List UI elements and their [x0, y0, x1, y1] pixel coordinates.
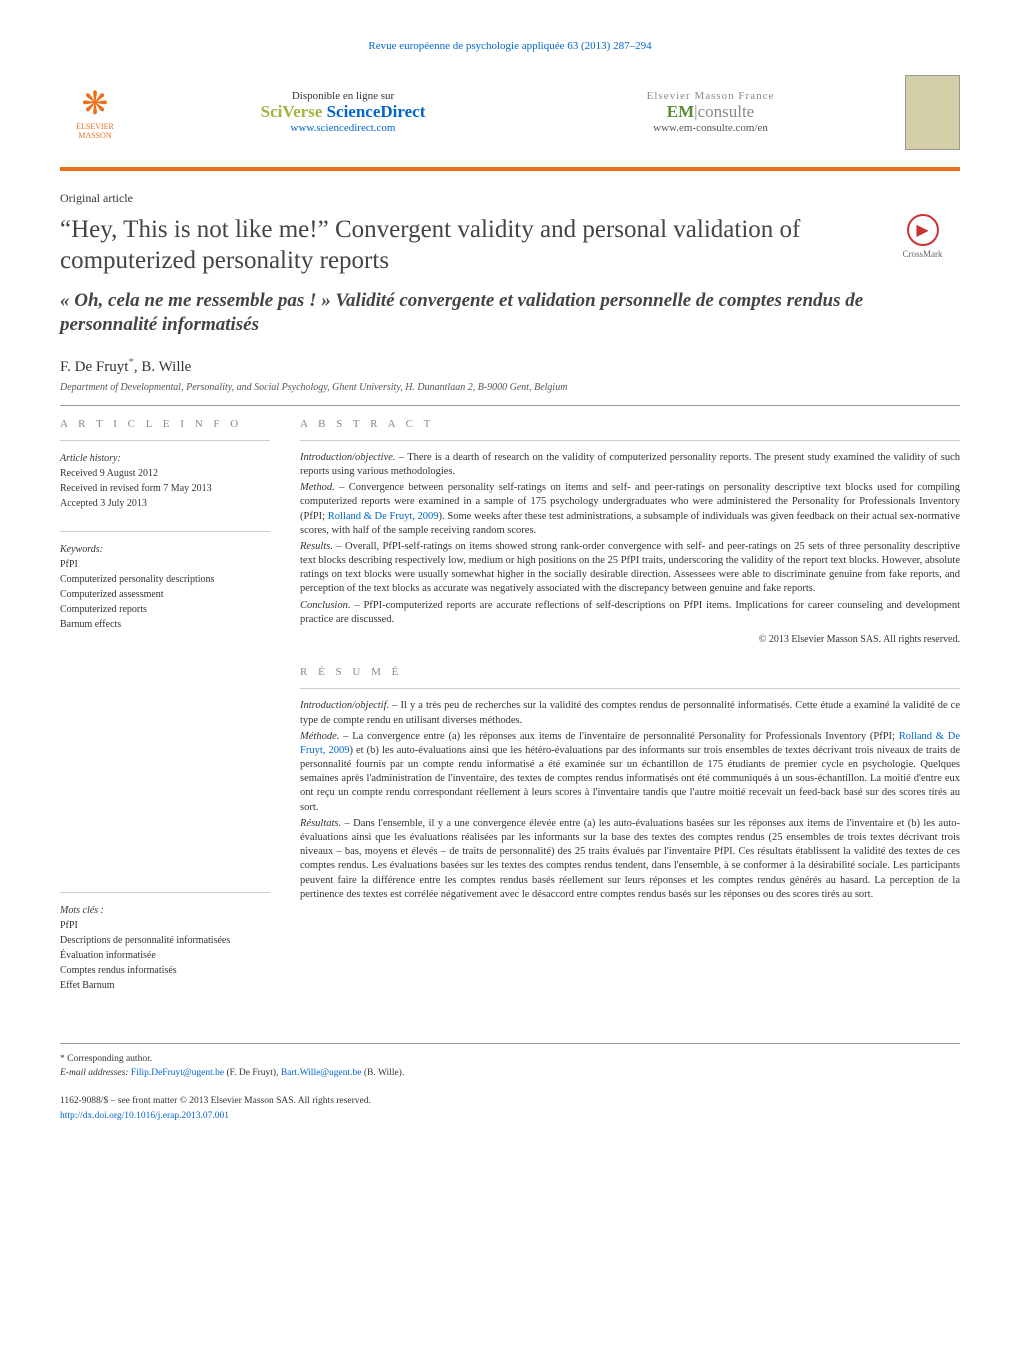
- article-type: Original article: [60, 191, 960, 206]
- em-brand-top: Elsevier Masson France: [647, 90, 775, 102]
- resume-heading: R É S U M É: [300, 666, 960, 678]
- resume-divider: [300, 688, 960, 689]
- affiliation: Department of Developmental, Personality…: [60, 382, 960, 393]
- publisher-name: ELSEVIER MASSON: [60, 122, 130, 140]
- divider: [60, 405, 960, 406]
- copyright-en: © 2013 Elsevier Masson SAS. All rights r…: [300, 633, 960, 647]
- elsevier-logo: ❋ ELSEVIER MASSON: [60, 72, 130, 152]
- crossmark-badge[interactable]: ▶ CrossMark: [885, 214, 960, 259]
- keyword: Computerized personality descriptions: [60, 572, 270, 587]
- abstract-french: Introduction/objectif. – Il y a très peu…: [300, 699, 960, 901]
- received-date: Received 9 August 2012: [60, 466, 270, 481]
- emconsulte-logo: EM|consulte: [647, 102, 775, 122]
- left-divider: [60, 440, 270, 441]
- motcle: Descriptions de personnalité informatisé…: [60, 933, 270, 948]
- corresponding-author: * Corresponding author.: [60, 1052, 960, 1066]
- motscles-label: Mots clés :: [60, 903, 270, 918]
- keyword: Computerized assessment: [60, 587, 270, 602]
- email-link[interactable]: Bart.Wille@ugent.be: [281, 1068, 362, 1078]
- doi-link[interactable]: http://dx.doi.org/10.1016/j.erap.2013.07…: [60, 1109, 960, 1123]
- keyword: Computerized reports: [60, 602, 270, 617]
- left-divider: [60, 531, 270, 532]
- motcle: Évaluation informatisée: [60, 948, 270, 963]
- motscles-block: Mots clés : PfPI Descriptions de personn…: [60, 903, 270, 993]
- authors: F. De Fruyt*, B. Wille: [60, 356, 960, 376]
- left-divider: [60, 892, 270, 893]
- footnotes: * Corresponding author. E-mail addresses…: [60, 1043, 960, 1081]
- available-text: Disponible en ligne sur: [261, 90, 426, 102]
- motcle: PfPI: [60, 918, 270, 933]
- email-link[interactable]: Filip.DeFruyt@ugent.be: [131, 1068, 224, 1078]
- journal-citation[interactable]: Revue européenne de psychologie appliqué…: [60, 40, 960, 52]
- keyword: PfPI: [60, 557, 270, 572]
- sciencedirect-block: Disponible en ligne sur SciVerse Science…: [261, 90, 426, 134]
- abstract-column: A B S T R A C T Introduction/objective. …: [300, 418, 960, 1013]
- article-info-column: A R T I C L E I N F O Article history: R…: [60, 418, 270, 1013]
- bottom-info: 1162-9088/$ – see front matter © 2013 El…: [60, 1094, 960, 1123]
- keywords-label: Keywords:: [60, 542, 270, 557]
- header-bar: ❋ ELSEVIER MASSON Disponible en ligne su…: [60, 72, 960, 171]
- keyword: Barnum effects: [60, 617, 270, 632]
- crossmark-icon: ▶: [907, 214, 939, 246]
- abstract-divider: [300, 440, 960, 441]
- sciencedirect-url[interactable]: www.sciencedirect.com: [261, 122, 426, 134]
- motcle: Effet Barnum: [60, 978, 270, 993]
- abstract-english: Introduction/objective. – There is a dea…: [300, 451, 960, 647]
- emails: E-mail addresses: Filip.DeFruyt@ugent.be…: [60, 1066, 960, 1080]
- emconsulte-block: Elsevier Masson France EM|consulte www.e…: [647, 90, 775, 134]
- article-title-english: “Hey, This is not like me!” Convergent v…: [60, 214, 865, 277]
- article-history: Article history: Received 9 August 2012 …: [60, 451, 270, 511]
- reference-link[interactable]: Rolland & De Fruyt, 2009: [328, 511, 439, 522]
- history-label: Article history:: [60, 451, 270, 466]
- keywords-block: Keywords: PfPI Computerized personality …: [60, 542, 270, 632]
- tree-icon: ❋: [82, 84, 109, 122]
- article-title-french: « Oh, cela ne me ressemble pas ! » Valid…: [60, 289, 960, 338]
- emconsulte-url[interactable]: www.em-consulte.com/en: [647, 122, 775, 134]
- article-info-heading: A R T I C L E I N F O: [60, 418, 270, 430]
- issn-copyright: 1162-9088/$ – see front matter © 2013 El…: [60, 1094, 960, 1108]
- motcle: Comptes rendus informatisés: [60, 963, 270, 978]
- revised-date: Received in revised form 7 May 2013: [60, 481, 270, 496]
- accepted-date: Accepted 3 July 2013: [60, 496, 270, 511]
- abstract-heading: A B S T R A C T: [300, 418, 960, 430]
- journal-cover-thumbnail: [905, 75, 960, 150]
- sciencedirect-logo: SciVerse ScienceDirect: [261, 102, 426, 122]
